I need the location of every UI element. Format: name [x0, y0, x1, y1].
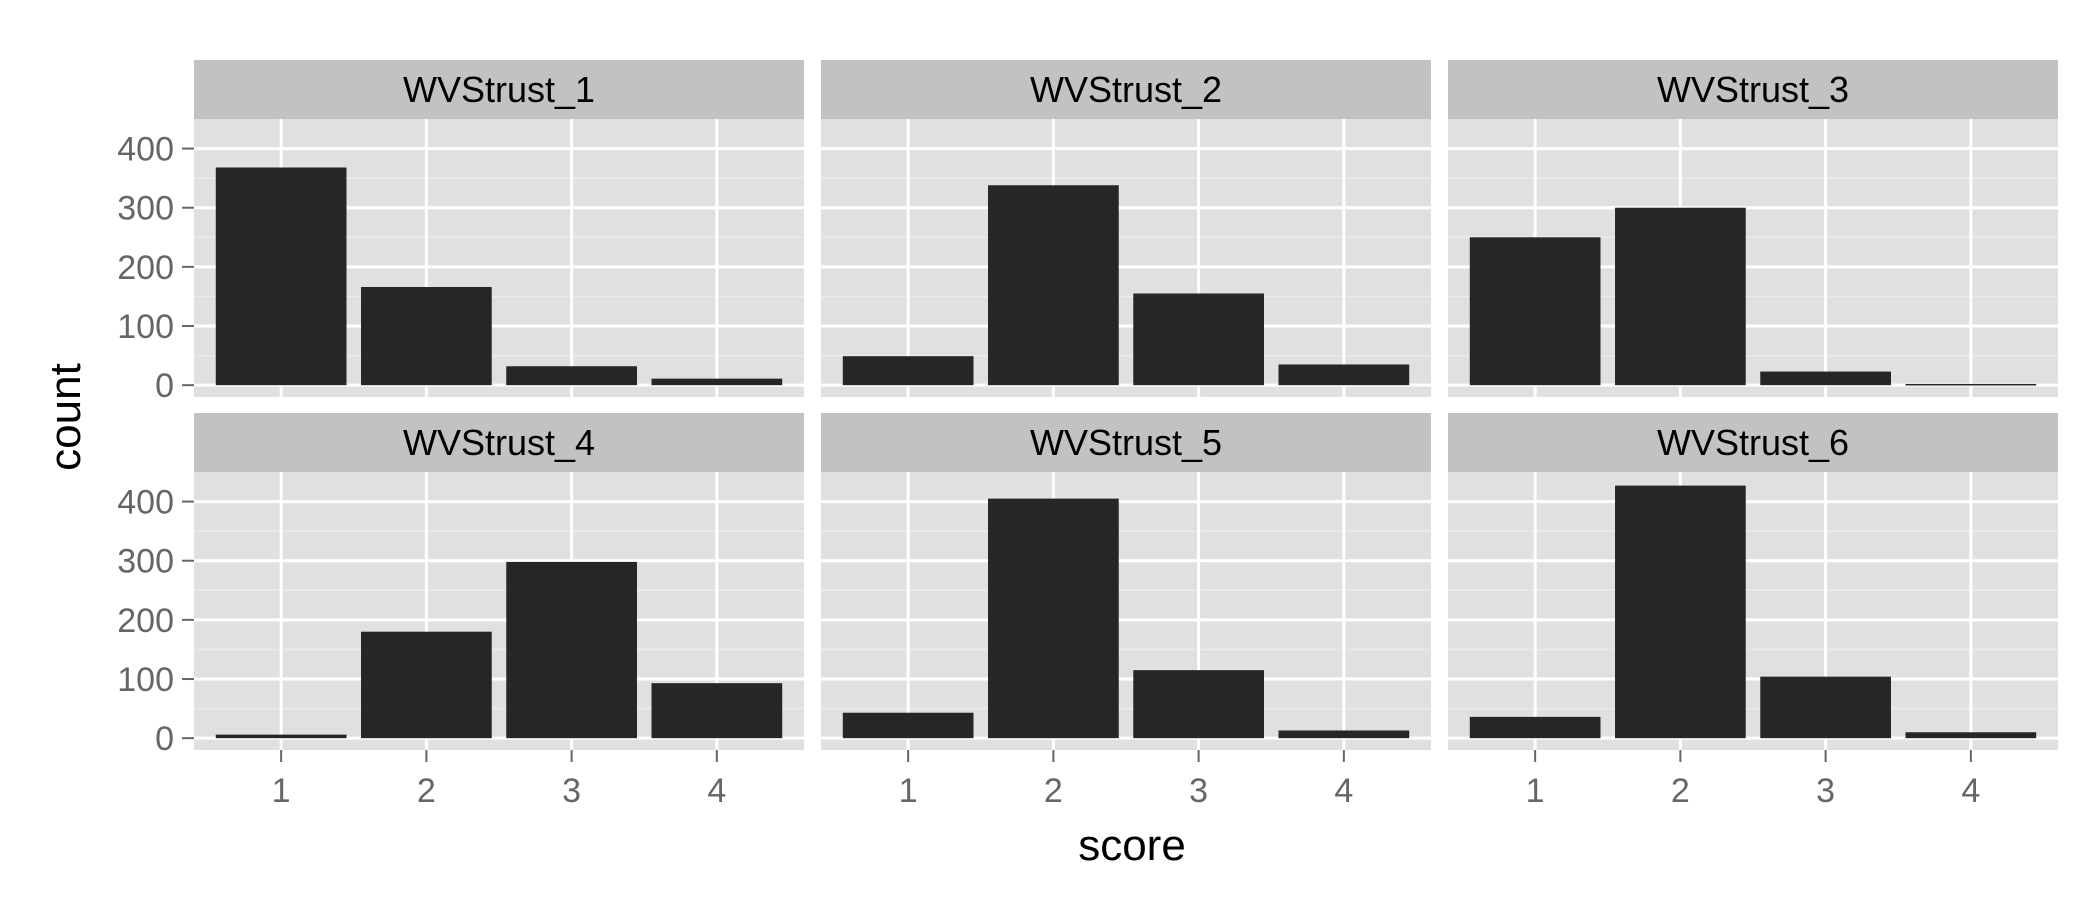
x-tick-label: 2: [1044, 772, 1063, 810]
facet-strip: [1448, 413, 2058, 472]
bar: [1760, 676, 1891, 739]
bar: [842, 712, 974, 739]
facet-strip: [194, 60, 804, 119]
bar: [1469, 716, 1601, 739]
bar: [361, 631, 492, 739]
bar: [651, 683, 783, 739]
bar: [1278, 730, 1410, 739]
x-tick-label: 2: [1671, 772, 1690, 810]
panel-background: [821, 472, 1431, 750]
facet-strip: [821, 413, 1431, 472]
bar: [506, 366, 637, 386]
y-tick-label: 400: [117, 484, 174, 522]
y-axis-title: count: [41, 363, 90, 471]
x-tick-label: 1: [272, 772, 291, 810]
bar: [988, 185, 1119, 386]
bar: [215, 167, 347, 386]
y-tick-label: 100: [117, 661, 174, 699]
facet-strip-label: WVStrust_5: [1030, 422, 1222, 463]
bar: [842, 356, 974, 386]
x-tick-label: 2: [417, 772, 436, 810]
facet-strip-label: WVStrust_4: [403, 422, 595, 463]
bar: [1615, 485, 1746, 739]
y-tick-label: 400: [117, 131, 174, 169]
x-tick-label: 4: [1961, 772, 1980, 810]
y-tick-label: 200: [117, 602, 174, 640]
facet-strip-label: WVStrust_3: [1657, 69, 1849, 110]
x-tick-label: 4: [707, 772, 726, 810]
facet-strip-label: WVStrust_6: [1657, 422, 1849, 463]
facet-strip: [194, 413, 804, 472]
bar: [1905, 383, 2037, 386]
bar: [506, 561, 637, 739]
bar: [1278, 364, 1410, 386]
panel-background: [1448, 472, 2058, 750]
x-tick-label: 3: [1189, 772, 1208, 810]
x-tick-label: 4: [1334, 772, 1353, 810]
x-tick-label: 1: [1526, 772, 1545, 810]
y-tick-label: 0: [155, 367, 174, 405]
y-tick-label: 0: [155, 720, 174, 758]
y-tick-label: 100: [117, 308, 174, 346]
bar: [215, 734, 347, 739]
bar: [1133, 670, 1264, 739]
y-tick-label: 300: [117, 190, 174, 228]
facet-strip: [1448, 60, 2058, 119]
x-axis-title: score: [1078, 821, 1186, 870]
x-tick-label: 1: [899, 772, 918, 810]
facet-strip-label: WVStrust_2: [1030, 69, 1222, 110]
bar: [651, 378, 783, 386]
y-tick-label: 300: [117, 543, 174, 581]
x-tick-label: 3: [562, 772, 581, 810]
bar: [1469, 237, 1601, 386]
bar: [1760, 371, 1891, 386]
bar: [1133, 293, 1264, 386]
bar: [1905, 732, 2037, 739]
y-tick-label: 200: [117, 249, 174, 287]
x-tick-label: 3: [1816, 772, 1835, 810]
bar: [361, 286, 492, 386]
facet-strip-label: WVStrust_1: [403, 69, 595, 110]
panel-background: [821, 119, 1431, 397]
facet-strip: [821, 60, 1431, 119]
bar: [988, 498, 1119, 739]
bar: [1615, 207, 1746, 386]
